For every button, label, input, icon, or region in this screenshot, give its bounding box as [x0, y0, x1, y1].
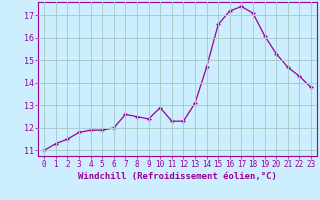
X-axis label: Windchill (Refroidissement éolien,°C): Windchill (Refroidissement éolien,°C): [78, 172, 277, 181]
